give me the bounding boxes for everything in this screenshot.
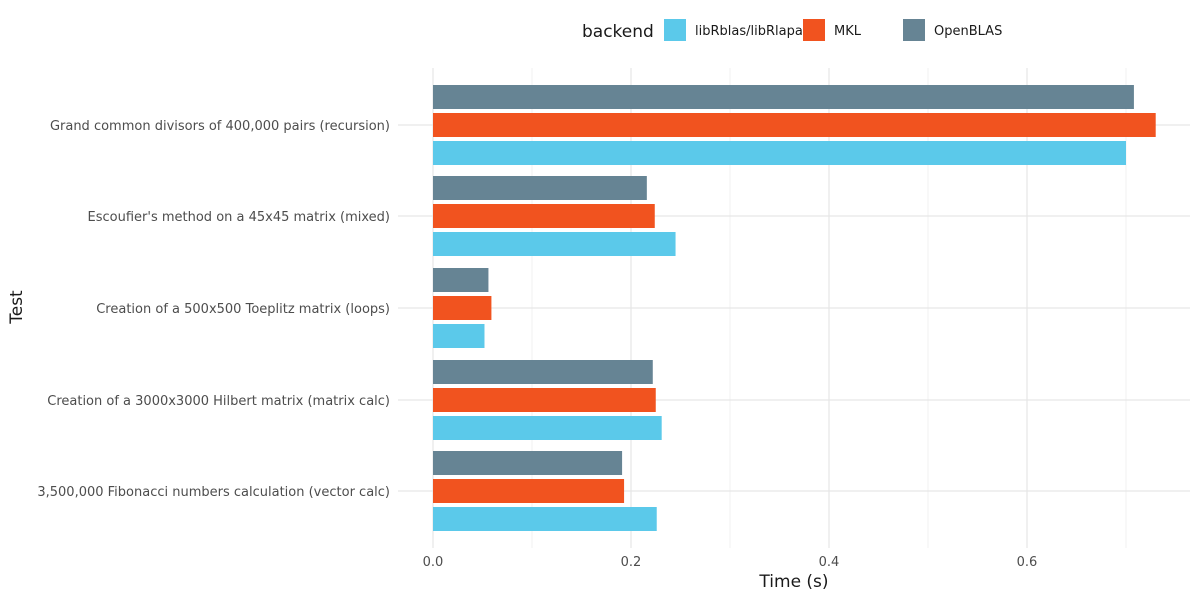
x-tick-label: 0.4 [819,555,840,570]
category-label: Grand common divisors of 400,000 pairs (… [50,119,390,134]
bar [433,324,485,348]
category-label: 3,500,000 Fibonacci numbers calculation … [37,485,390,500]
bar [433,388,656,412]
bar [433,268,489,292]
y-axis-title: Test [7,290,27,325]
category-label: Creation of a 500x500 Toeplitz matrix (l… [96,302,390,317]
x-axis-title: Time (s) [758,572,828,592]
x-tick-label: 0.2 [621,555,642,570]
bar [433,85,1134,109]
bar [433,141,1126,165]
bar [433,360,653,384]
category-labels: Grand common divisors of 400,000 pairs (… [37,119,390,500]
legend-key [803,19,825,41]
bar [433,176,647,200]
x-tick-label: 0.0 [423,555,444,570]
grid-lines [398,68,1190,548]
bar [433,296,492,320]
legend-label: MKL [834,24,862,39]
bar [433,416,662,440]
x-tick-label: 0.6 [1017,555,1038,570]
category-label: Escoufier's method on a 45x45 matrix (mi… [88,210,390,225]
bar [433,204,655,228]
legend-key [664,19,686,41]
bar [433,113,1156,137]
bars [433,85,1156,531]
bar [433,507,657,531]
legend-label: libRblas/libRlapack [695,24,818,39]
x-tick-labels: 0.0 0.2 0.4 0.6 [423,555,1038,570]
bar [433,232,676,256]
legend-label: OpenBLAS [934,24,1002,39]
legend: backend libRblas/libRlapack MKL OpenBLAS [582,19,1002,42]
bar [433,451,623,475]
legend-key [903,19,925,41]
bar [433,479,625,503]
category-label: Creation of a 3000x3000 Hilbert matrix (… [47,394,390,409]
legend-title: backend [582,22,654,42]
